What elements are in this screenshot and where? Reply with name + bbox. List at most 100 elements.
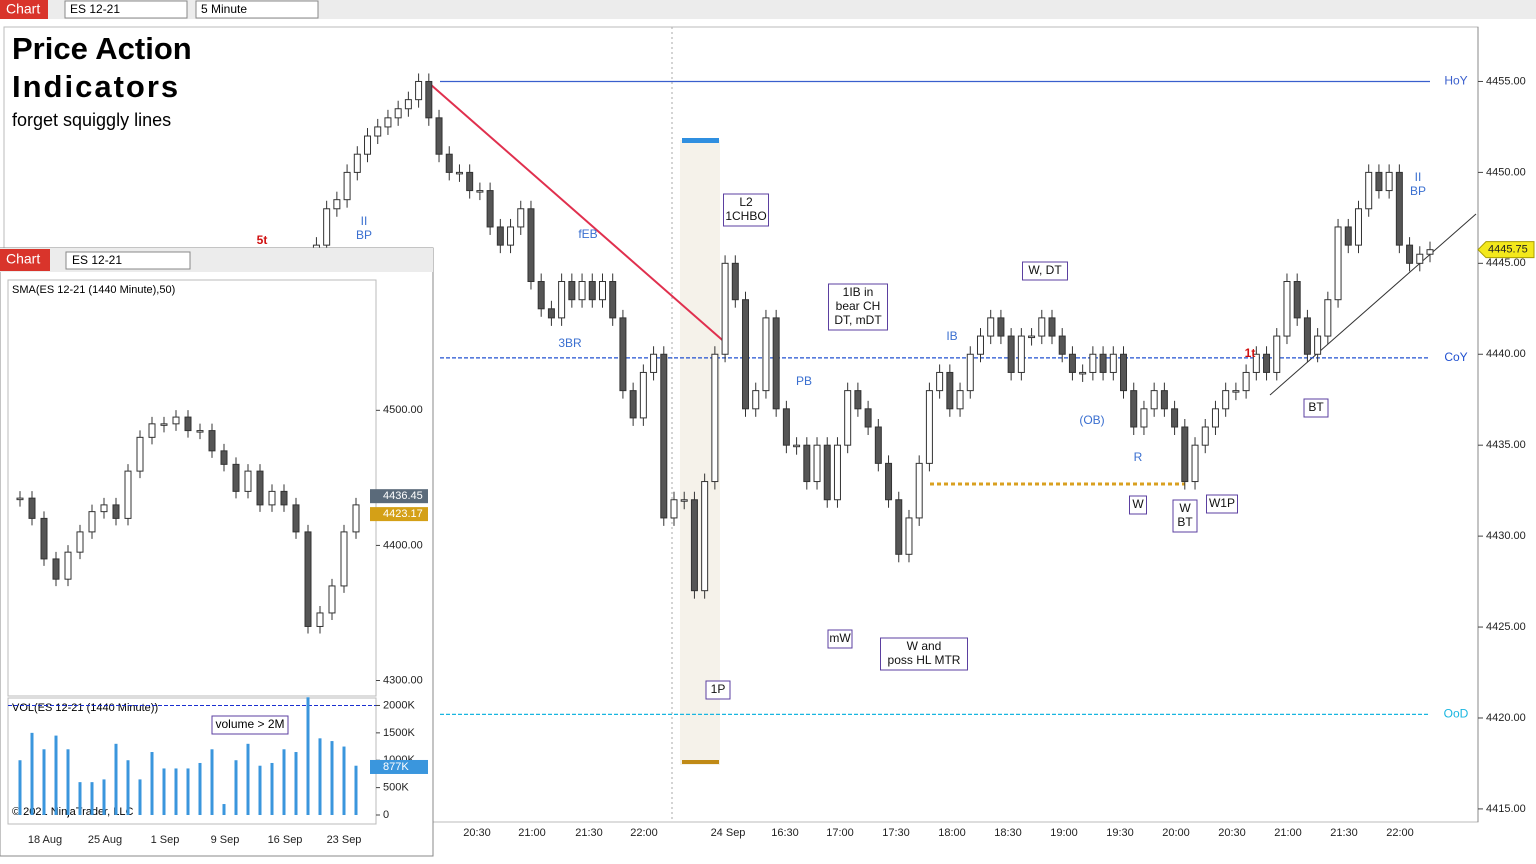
y-tick-label: 4425.00 xyxy=(1486,621,1526,633)
candle xyxy=(619,317,627,392)
volume-bar xyxy=(306,697,310,815)
candle xyxy=(558,281,566,319)
candle xyxy=(435,117,443,155)
candle xyxy=(466,171,474,192)
candle xyxy=(52,558,60,580)
volume-bar xyxy=(294,752,298,815)
candle xyxy=(1171,408,1179,428)
candle xyxy=(28,497,36,519)
instrument-select[interactable] xyxy=(64,0,188,19)
candle xyxy=(496,226,504,246)
candle xyxy=(256,470,264,506)
interval-select[interactable] xyxy=(195,0,319,19)
candle xyxy=(184,416,192,432)
candle xyxy=(196,430,204,433)
candle xyxy=(1058,335,1066,355)
volume-bar xyxy=(138,779,142,815)
x-tick-label: 23 Sep xyxy=(327,834,362,846)
volume-bar xyxy=(210,749,214,815)
chart-tab[interactable] xyxy=(0,0,48,19)
candle xyxy=(1222,390,1230,410)
candle xyxy=(445,153,453,173)
price-flag-label: 4423.17 xyxy=(383,508,423,520)
zone-top xyxy=(682,138,719,143)
annotation-box xyxy=(723,193,769,227)
candle xyxy=(874,426,882,464)
x-tick-label: 22:00 xyxy=(630,827,658,839)
y-tick-label: 4500.00 xyxy=(383,404,423,416)
annotation-box xyxy=(705,680,731,700)
candle xyxy=(232,463,240,492)
volume-bar xyxy=(126,760,130,815)
inset-price-panel xyxy=(7,279,377,697)
candle xyxy=(323,208,331,246)
annotation: II xyxy=(361,214,368,228)
inset-instrument-select[interactable] xyxy=(65,251,191,270)
y-tick-label: 4415.00 xyxy=(1486,803,1526,815)
candle xyxy=(629,390,637,419)
brand-tagline: forget squiggly lines xyxy=(12,110,171,130)
volume-bar xyxy=(102,779,106,815)
volume-label: VOL(ES 12-21 (1440 Minute)) xyxy=(12,702,158,714)
candle xyxy=(333,199,341,210)
x-tick-label: 21:30 xyxy=(1330,827,1358,839)
volume-flag-label: 877K xyxy=(383,761,409,773)
candle xyxy=(1273,335,1281,373)
candle xyxy=(966,353,974,392)
last-price-label: 4445.75 xyxy=(1488,244,1528,256)
x-tick-label: 1 Sep xyxy=(151,834,180,846)
candle xyxy=(384,117,392,128)
candle xyxy=(352,504,360,533)
volume-bar xyxy=(30,732,34,815)
trend-line xyxy=(429,83,729,346)
candle xyxy=(425,80,433,119)
candle xyxy=(100,504,108,513)
candle xyxy=(404,99,412,110)
level-label: OoD xyxy=(1444,707,1469,721)
candle xyxy=(1109,353,1117,373)
candle xyxy=(547,308,555,319)
volume-bar xyxy=(222,804,226,815)
trend-line xyxy=(1269,213,1477,396)
volume-bar xyxy=(54,735,58,815)
volume-bar xyxy=(42,749,46,815)
candle xyxy=(1344,226,1352,246)
candle xyxy=(1068,353,1076,373)
x-tick-label: 21:30 xyxy=(575,827,603,839)
volume-bar xyxy=(114,743,118,815)
annotation: 1CHBO xyxy=(725,209,766,223)
candle xyxy=(731,262,739,301)
annotation: DT, mDT xyxy=(834,313,882,327)
candle xyxy=(1252,353,1260,373)
candle xyxy=(598,281,606,301)
candle xyxy=(1242,371,1250,392)
candle xyxy=(711,353,719,483)
volume-bar xyxy=(198,762,202,815)
main-chart: 4415.00 4420.00 4425.00 4430.00 4435.00 4440.… xyxy=(257,73,1535,839)
candle xyxy=(844,390,852,446)
candle xyxy=(568,281,576,301)
candle xyxy=(772,317,780,410)
x-tick-label: 17:30 xyxy=(882,827,910,839)
candle xyxy=(925,390,933,464)
inset-tab[interactable] xyxy=(0,249,50,271)
x-tick-label: 16 Sep xyxy=(268,834,303,846)
candle xyxy=(527,208,535,283)
candle xyxy=(1079,371,1087,375)
x-tick-label: 16:30 xyxy=(771,827,799,839)
level-label: HoY xyxy=(1444,74,1467,88)
candle xyxy=(112,504,120,519)
annotation: R xyxy=(1134,450,1143,464)
y-tick-label: 4455.00 xyxy=(1486,75,1526,87)
candle xyxy=(148,423,156,438)
last-price-flag xyxy=(1477,241,1535,259)
candle xyxy=(578,281,586,301)
annotation: W, DT xyxy=(1028,263,1062,277)
annotation: PB xyxy=(796,374,812,388)
candle xyxy=(1017,335,1025,373)
volume-bar xyxy=(270,762,274,815)
chart-tab-label: Chart xyxy=(6,1,40,17)
annotation: (OB) xyxy=(1079,413,1104,427)
annotation-box xyxy=(1022,261,1068,281)
